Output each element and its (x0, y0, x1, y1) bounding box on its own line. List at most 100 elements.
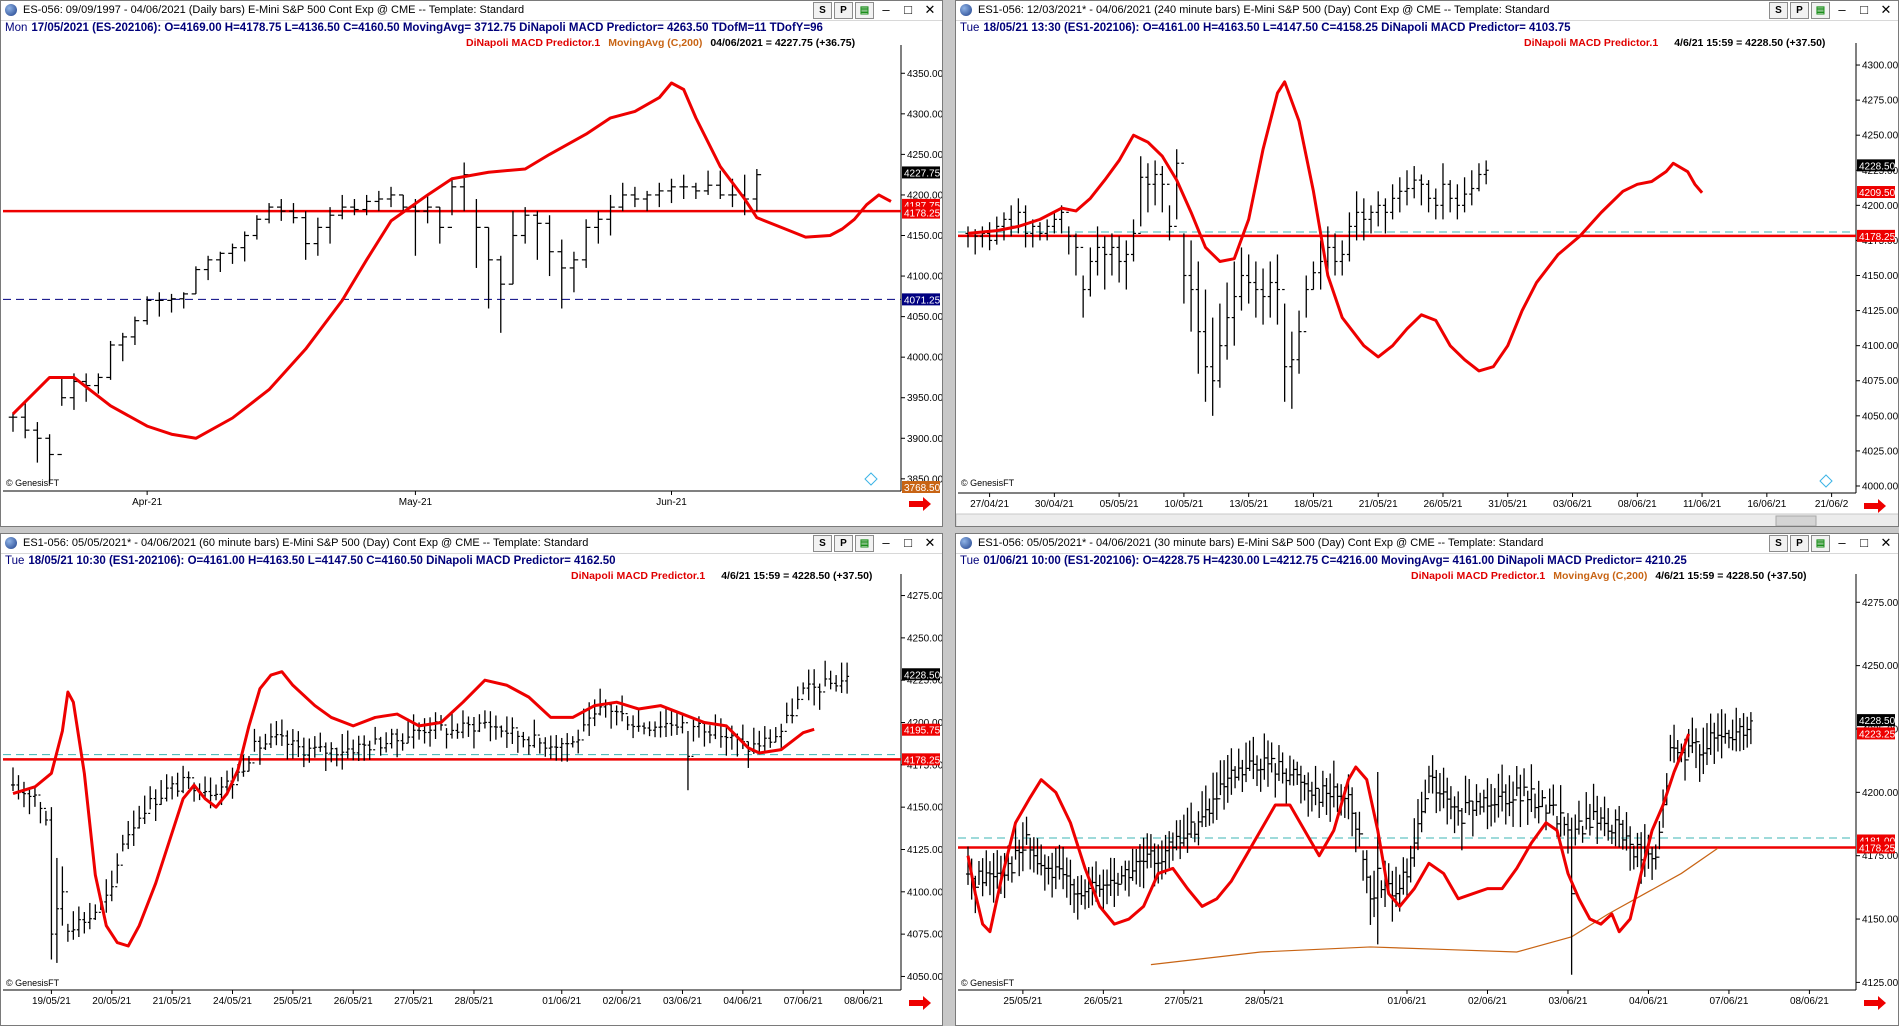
minimize-button[interactable]: – (882, 2, 890, 17)
price-bar (545, 215, 554, 277)
window-titlebar[interactable]: ES1-056: 12/03/2021* - 04/06/2021 (240 m… (956, 1, 1898, 21)
price-bar (543, 737, 548, 757)
window-title: ES1-056: 05/05/2021* - 04/06/2021 (30 mi… (978, 537, 1544, 549)
scroll-right-arrow-icon[interactable] (909, 497, 931, 511)
price-bar (38, 794, 43, 824)
y-tick-label: 4275.00 (1862, 598, 1899, 609)
price-tag-label: 4178.25 (1859, 232, 1896, 243)
price-bar (779, 723, 784, 750)
close-button[interactable]: ✕ (1880, 2, 1892, 17)
price-bar (170, 776, 175, 800)
template-icon[interactable]: ▤ (1811, 535, 1830, 552)
price-bar (1017, 839, 1022, 877)
x-tick-label: 25/05/21 (1003, 996, 1042, 1007)
y-tick-label: 4250.00 (1862, 131, 1899, 142)
s-button[interactable]: S (1769, 2, 1788, 19)
price-bar (987, 861, 992, 896)
arrow-head (923, 497, 931, 511)
y-tick-label: 4200.00 (1862, 201, 1899, 212)
price-bar (1119, 865, 1124, 885)
scroll-right-arrow-icon[interactable] (909, 996, 931, 1010)
price-bar (191, 266, 201, 295)
p-button[interactable]: P (834, 2, 853, 19)
window-titlebar[interactable]: ES1-056: 05/05/2021* - 04/06/2021 (30 mi… (956, 534, 1898, 554)
price-bar (104, 879, 109, 913)
price-bar (214, 784, 219, 801)
price-bar (614, 705, 619, 726)
p-button[interactable]: P (834, 535, 853, 552)
minimize-button[interactable]: – (1838, 2, 1846, 17)
price-bar (718, 718, 723, 748)
template-icon[interactable]: ▤ (855, 535, 874, 552)
y-tick-label: 4050.00 (907, 972, 943, 983)
indicator-legend: DiNapoli MACD Predictor.1 4/6/21 15:59 = … (1524, 37, 1826, 49)
s-button[interactable]: S (1769, 535, 1788, 552)
price-bar (155, 292, 164, 317)
template-icon[interactable]: ▤ (855, 2, 874, 19)
watermark: © GenesisFT (961, 978, 1015, 988)
price-bar (773, 727, 778, 743)
price-bar (554, 735, 559, 761)
price-bar (658, 711, 663, 738)
price-tag-label: 4178.25 (904, 209, 941, 220)
price-bar (1672, 724, 1677, 763)
p-button[interactable]: P (1790, 2, 1809, 19)
price-bar (1318, 240, 1324, 290)
chart-window-30min[interactable]: ES1-056: 05/05/2021* - 04/06/2021 (30 mi… (955, 533, 1899, 1026)
price-bar (630, 186, 640, 208)
price-bar (1540, 790, 1545, 808)
window-titlebar[interactable]: ES1-056: 05/05/2021* - 04/06/2021 (60 mi… (1, 534, 942, 554)
window-titlebar[interactable]: ES-056: 09/09/1997 - 04/06/2021 (Daily b… (1, 1, 942, 21)
price-bar (126, 820, 131, 850)
close-button[interactable]: ✕ (924, 2, 936, 17)
s-button[interactable]: S (813, 535, 832, 552)
price-bar (680, 712, 685, 734)
close-button[interactable]: ✕ (924, 535, 936, 550)
price-bar (471, 716, 476, 749)
scroll-right-arrow-icon[interactable] (1864, 996, 1886, 1010)
price-chart[interactable]: 4000.00 4025.00 4050.00 4075.00 4100.00 4125.… (956, 1, 1899, 527)
price-bar (1240, 759, 1245, 793)
minimize-button[interactable]: – (1838, 535, 1846, 550)
minimize-button[interactable]: – (882, 535, 890, 550)
price-bar (1195, 261, 1201, 374)
chart-window-60min[interactable]: ES1-056: 05/05/2021* - 04/06/2021 (60 mi… (0, 533, 943, 1026)
p-button[interactable]: P (1790, 535, 1809, 552)
price-bar (713, 714, 718, 740)
price-bar (1280, 752, 1285, 784)
chart-window-daily[interactable]: ES-056: 09/09/1997 - 04/06/2021 (Daily b… (0, 0, 943, 527)
price-tag-label: 4228.50 (1859, 716, 1896, 727)
scroll-right-arrow-icon[interactable] (1864, 499, 1886, 513)
price-bar (1134, 848, 1139, 885)
price-bar (1079, 875, 1084, 905)
price-bar (1138, 156, 1144, 235)
template-icon[interactable]: ▤ (1811, 2, 1830, 19)
price-bar (1375, 772, 1380, 945)
close-button[interactable]: ✕ (1880, 535, 1892, 550)
price-bar (203, 255, 213, 281)
x-tick-label: 26/05/21 (334, 996, 373, 1007)
watermark: © GenesisFT (6, 478, 60, 488)
maximize-button[interactable]: □ (1860, 2, 1868, 17)
arrow-shaft (1864, 1000, 1878, 1006)
maximize-button[interactable]: □ (904, 2, 912, 17)
price-bar (1298, 765, 1303, 804)
price-tag-bg (1857, 159, 1895, 172)
price-bar (32, 787, 37, 807)
price-bar (1148, 834, 1153, 868)
price-chart[interactable]: 3850.00 3900.00 3950.00 4000.00 4050.00 4100.… (1, 1, 943, 527)
price-bar (1390, 184, 1396, 220)
price-bar (1255, 755, 1260, 787)
maximize-button[interactable]: □ (1860, 535, 1868, 550)
price-chart[interactable]: 4125.004150.004175.004200.004225.004250.… (956, 534, 1899, 1026)
price-bar (1368, 205, 1374, 234)
price-chart[interactable]: 4050.00 4075.00 4100.00 4125.00 4150.00 4175.… (1, 534, 943, 1026)
price-bar (1023, 205, 1029, 248)
price-bar (450, 712, 454, 739)
price-bar (1522, 768, 1527, 802)
chart-window-240min[interactable]: ES1-056: 12/03/2021* - 04/06/2021 (240 m… (955, 0, 1899, 527)
maximize-button[interactable]: □ (904, 535, 912, 550)
price-bar (279, 719, 284, 746)
price-bar (181, 765, 186, 794)
s-button[interactable]: S (813, 2, 832, 19)
